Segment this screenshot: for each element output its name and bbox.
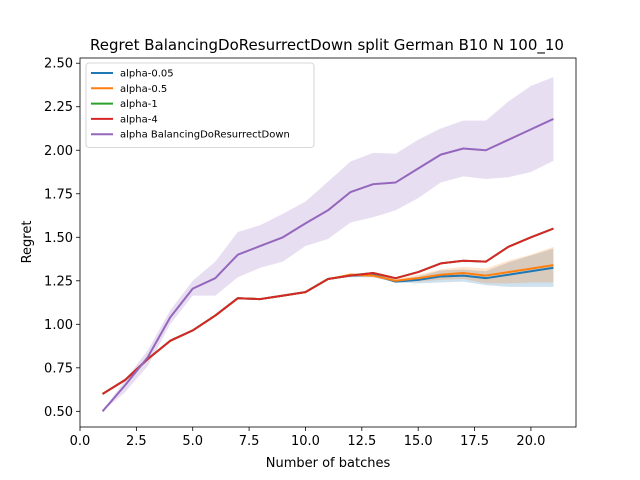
- y-axis-ticks: 0.50 0.75 1.00 1.25 1.50 1.75 2.00 2.25 2.50: [44, 57, 80, 420]
- x-tick-label: 15.0: [404, 434, 433, 449]
- confidence-bands: [102, 77, 554, 412]
- legend: alpha-0.05 alpha-0.5 alpha-1 alpha-4 alpha B…: [85, 62, 315, 148]
- legend-label-alpha-0-05: alpha-0.05: [120, 69, 174, 80]
- series-lines: [101, 118, 554, 412]
- y-tick-label: 1.00: [44, 318, 73, 333]
- legend-box: [85, 62, 315, 148]
- x-tick-label: 2.5: [126, 434, 147, 449]
- chart-title: Regret BalancingDoResurrectDown split Ge…: [90, 36, 564, 55]
- x-tick-label: 20.0: [516, 434, 545, 449]
- x-tick-label: 12.5: [347, 434, 376, 449]
- y-tick-label: 2.50: [44, 57, 73, 72]
- x-axis-label: Number of batches: [266, 456, 391, 471]
- legend-label-alpha-balancingdoresurrectdown: alpha BalancingDoResurrectDown: [120, 130, 290, 141]
- line-alpha-balancingdoresurrectdown: [101, 118, 554, 412]
- x-tick-label: 5.0: [182, 434, 203, 449]
- line-alpha-0-05: [102, 266, 554, 395]
- y-tick-label: 1.25: [44, 274, 73, 289]
- x-tick-label: 17.5: [460, 434, 489, 449]
- band-alpha-0-05: [102, 248, 554, 394]
- legend-label-alpha-1: alpha-1: [120, 99, 158, 110]
- y-tick-label: 1.75: [44, 187, 73, 202]
- plot-area-frame: [79, 57, 577, 428]
- y-tick-label: 0.75: [44, 361, 73, 376]
- band-alpha-balancingdoresurrectdown: [102, 77, 554, 412]
- y-tick-label: 1.50: [44, 231, 73, 246]
- band-alpha-0-5: [102, 246, 554, 394]
- y-axis-label: Regret: [20, 221, 35, 264]
- legend-label-alpha-4: alpha-4: [120, 114, 158, 125]
- line-alpha-4: [102, 227, 554, 395]
- y-tick-label: 2.25: [44, 100, 73, 115]
- y-tick-label: 0.50: [44, 405, 73, 420]
- x-tick-label: 7.5: [239, 434, 260, 449]
- y-tick-label: 2.00: [44, 144, 73, 159]
- legend-label-alpha-0-5: alpha-0.5: [120, 84, 167, 95]
- x-tick-label: 10.0: [291, 434, 320, 449]
- x-axis-ticks: 0.0 2.5 5.0 7.5 10.0 12.5 15.0 17.5 20.0: [70, 427, 545, 449]
- x-tick-label: 0.0: [70, 434, 91, 449]
